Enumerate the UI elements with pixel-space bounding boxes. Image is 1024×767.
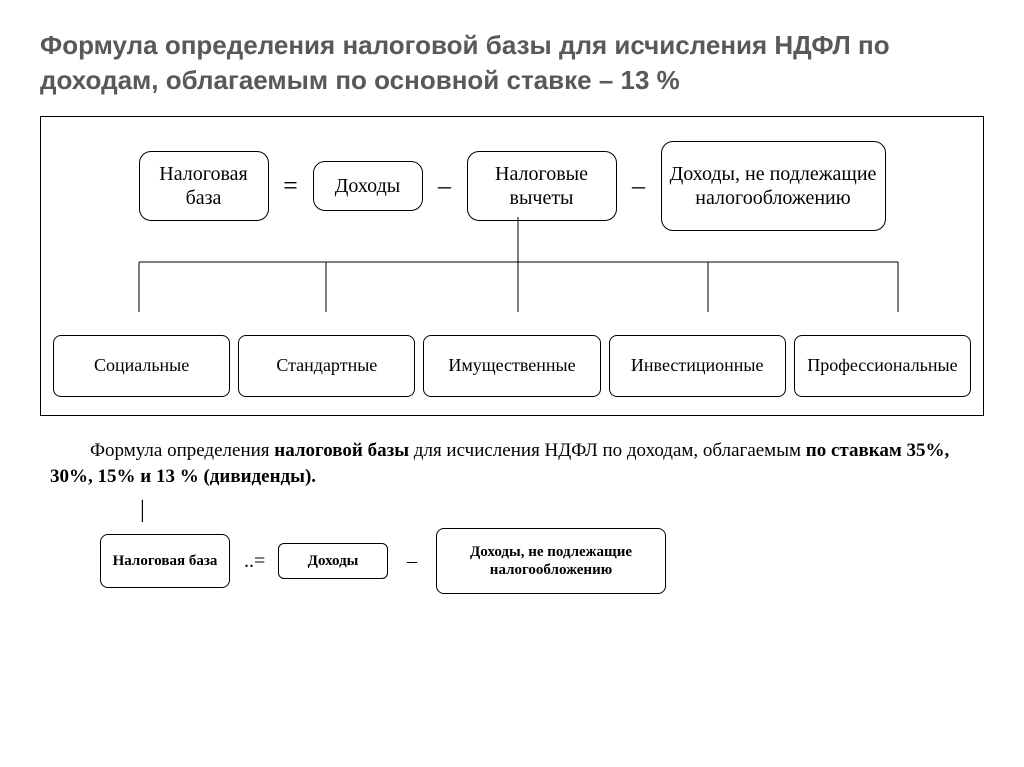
title-part: Формула определения <box>40 30 342 60</box>
title-bold: по основной ставке – 13 % <box>335 65 679 95</box>
category-investment: Инвестиционные <box>609 335 786 397</box>
deduction-categories-row: Социальные Стандартные Имущественные Инв… <box>53 335 971 397</box>
box-non-taxable-2: Доходы, не подлежащие налогообложению <box>436 528 666 594</box>
subtext-part: для исчисления НДФЛ по доходам, облагаем… <box>409 440 806 461</box>
secondary-description: Формула определения налоговой базы для и… <box>40 438 984 489</box>
category-social: Социальные <box>53 335 230 397</box>
text-cursor-mark: | <box>140 497 984 524</box>
box-tax-base: Налоговая база <box>139 151 269 221</box>
category-standard: Стандартные <box>238 335 415 397</box>
formula-row-2: Налоговая база ..= Доходы – Доходы, не п… <box>40 528 984 594</box>
formula-diagram-frame: Налоговая база = Доходы – Налоговые выче… <box>40 116 984 416</box>
box-non-taxable: Доходы, не подлежащие налогообложению <box>661 141 886 231</box>
box-tax-base-2: Налоговая база <box>100 534 230 588</box>
category-property: Имущественные <box>423 335 600 397</box>
category-professional: Профессиональные <box>794 335 971 397</box>
operator-equals-2: ..= <box>244 550 264 573</box>
box-deductions: Налоговые вычеты <box>467 151 617 221</box>
subtext-part: Формула определения <box>90 440 274 461</box>
formula-row: Налоговая база = Доходы – Налоговые выче… <box>53 141 971 231</box>
operator-minus-2: – <box>402 550 422 573</box>
page-title: Формула определения налоговой базы для и… <box>40 28 984 98</box>
operator-minus: – <box>627 171 651 201</box>
operator-minus: – <box>433 171 457 201</box>
subtext-bold: налоговой базы <box>274 440 409 461</box>
title-bold: налоговой базы <box>342 30 551 60</box>
box-income-2: Доходы <box>278 543 388 579</box>
operator-equals: = <box>279 171 303 201</box>
box-income: Доходы <box>313 161 423 211</box>
